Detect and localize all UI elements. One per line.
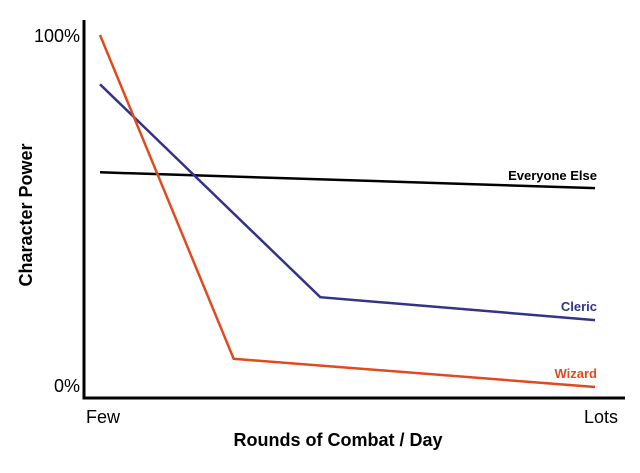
series-line-wizard bbox=[98, 34, 596, 389]
y-tick-label-top: 100% bbox=[34, 26, 80, 46]
series-label-wizard: Wizard bbox=[555, 366, 598, 381]
series-label-everyone-else: Everyone Else bbox=[508, 168, 597, 183]
x-tick-label-right: Lots bbox=[584, 407, 618, 427]
x-tick-label-left: Few bbox=[86, 407, 121, 427]
series-layer: Everyone Else Cleric Wizard bbox=[98, 34, 598, 389]
x-axis-title: Rounds of Combat / Day bbox=[233, 430, 442, 450]
series-line-cleric bbox=[99, 83, 596, 322]
series-line-everyone-else bbox=[99, 171, 596, 190]
y-tick-label-bottom: 0% bbox=[54, 376, 80, 396]
series-label-cleric: Cleric bbox=[561, 299, 597, 314]
y-axis-title: Character Power bbox=[16, 143, 36, 286]
